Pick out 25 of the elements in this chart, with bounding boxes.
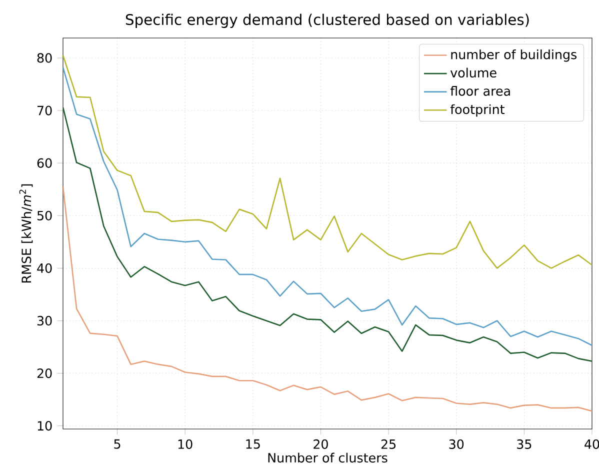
x-tick-label: 10 — [178, 439, 192, 449]
x-axis-title: Number of clusters — [268, 452, 388, 463]
y-tick-label: 10 — [38, 421, 52, 431]
x-tick-label: 35 — [517, 439, 532, 449]
x-tick-label: 40 — [584, 439, 599, 449]
x-tick-label: 20 — [314, 439, 328, 449]
line-series — [63, 66, 592, 346]
y-tick-label: 30 — [37, 316, 52, 326]
y-tick-label: 50 — [37, 210, 52, 220]
y-tick-label: 60 — [37, 158, 52, 168]
y-tick-label: 40 — [37, 263, 52, 273]
x-tick-label: 15 — [246, 439, 260, 449]
legend-label: volume — [450, 68, 496, 78]
x-tick-label: 30 — [449, 439, 464, 449]
x-tick-label: 25 — [381, 439, 396, 449]
legend-label: floor area — [450, 86, 510, 96]
y-tick-label: 70 — [38, 106, 52, 116]
line-series — [63, 186, 592, 412]
x-tick-label: 5 — [114, 439, 120, 449]
y-axis-title: RMSE [kWh/m$^{2}$] — [19, 184, 33, 282]
chart-title: Specific energy demand (clustered based on variables) — [126, 14, 529, 28]
legend-label: number of buildings — [451, 49, 577, 62]
legend-label: footprint — [450, 104, 504, 117]
y-tick-label: 20 — [37, 368, 52, 378]
y-tick-label: 80 — [37, 53, 52, 63]
